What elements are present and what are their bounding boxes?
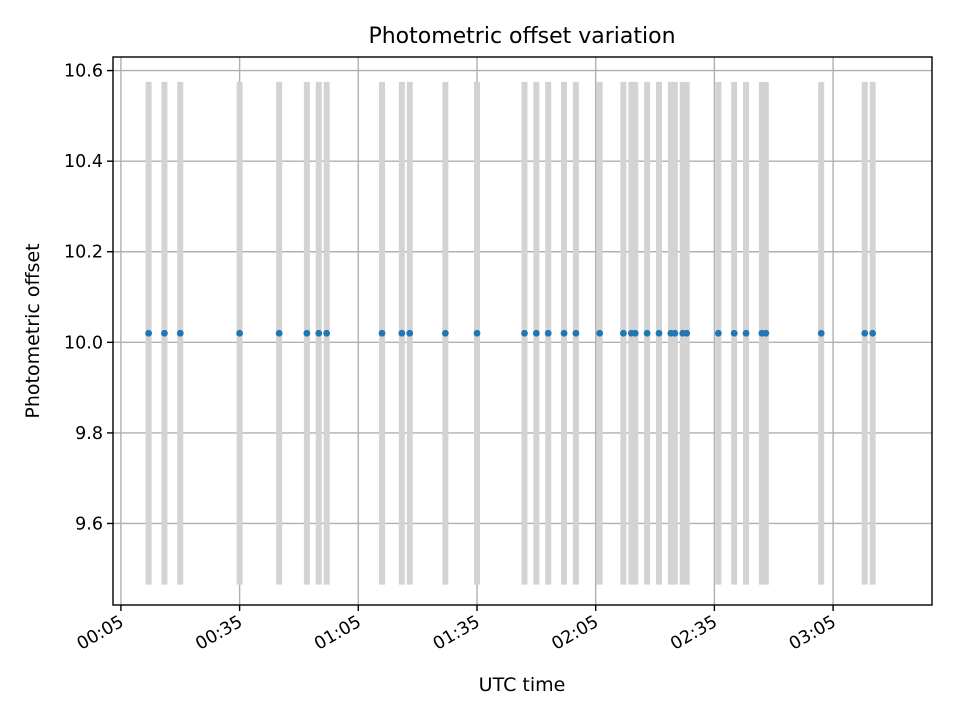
data-point <box>145 329 153 337</box>
chart-title: Photometric offset variation <box>368 24 675 49</box>
data-point <box>315 329 323 337</box>
x-tick-label: 02:05 <box>549 612 603 655</box>
plot-frame <box>112 56 933 606</box>
y-tick-label: 10.4 <box>64 152 103 172</box>
data-point <box>441 329 449 337</box>
y-tick-label: 9.8 <box>75 424 103 444</box>
data-point <box>378 329 386 337</box>
data-point <box>572 329 580 337</box>
data-point <box>730 329 738 337</box>
data-point <box>655 329 663 337</box>
data-point <box>817 329 825 337</box>
data-point <box>544 329 552 337</box>
data-point <box>683 329 691 337</box>
y-tick-label: 10.0 <box>64 333 103 353</box>
data-point <box>176 329 184 337</box>
x-tick-label: 02:35 <box>667 612 721 655</box>
data-point <box>869 329 877 337</box>
x-axis-label: UTC time <box>479 674 566 696</box>
data-point <box>406 329 414 337</box>
data-point <box>473 329 481 337</box>
y-tick-label: 9.6 <box>75 514 103 534</box>
data-point <box>762 329 770 337</box>
x-tick-label: 00:35 <box>192 612 246 655</box>
data-point <box>631 329 639 337</box>
x-axis-ticks: 00:05 00:35 01:05 01:35 02:05 02:35 03:05 <box>74 605 840 655</box>
y-tick-label: 10.2 <box>64 243 103 263</box>
data-point <box>521 329 528 337</box>
y-axis-ticks: 9.6 9.8 10.0 10.2 10.4 10.6 <box>64 62 113 534</box>
data-point <box>861 329 869 337</box>
data-point <box>161 329 168 337</box>
x-tick-label: 01:35 <box>430 612 484 655</box>
y-axis-label: Photometric offset <box>22 243 44 418</box>
data-point <box>323 329 331 337</box>
data-point <box>303 329 311 337</box>
point-layer <box>145 329 877 337</box>
data-point <box>236 329 244 337</box>
data-point <box>619 329 627 337</box>
x-tick-label: 01:05 <box>311 612 365 655</box>
data-point <box>643 329 651 337</box>
data-point <box>714 329 722 337</box>
data-point <box>398 329 406 337</box>
data-point <box>560 329 568 337</box>
data-point <box>742 329 750 337</box>
data-point <box>596 329 604 337</box>
data-point <box>275 329 283 337</box>
y-tick-label: 10.6 <box>64 62 103 82</box>
data-point <box>671 329 679 337</box>
x-tick-label: 03:05 <box>786 612 840 655</box>
data-point <box>532 329 540 337</box>
x-tick-label: 00:05 <box>74 612 128 655</box>
